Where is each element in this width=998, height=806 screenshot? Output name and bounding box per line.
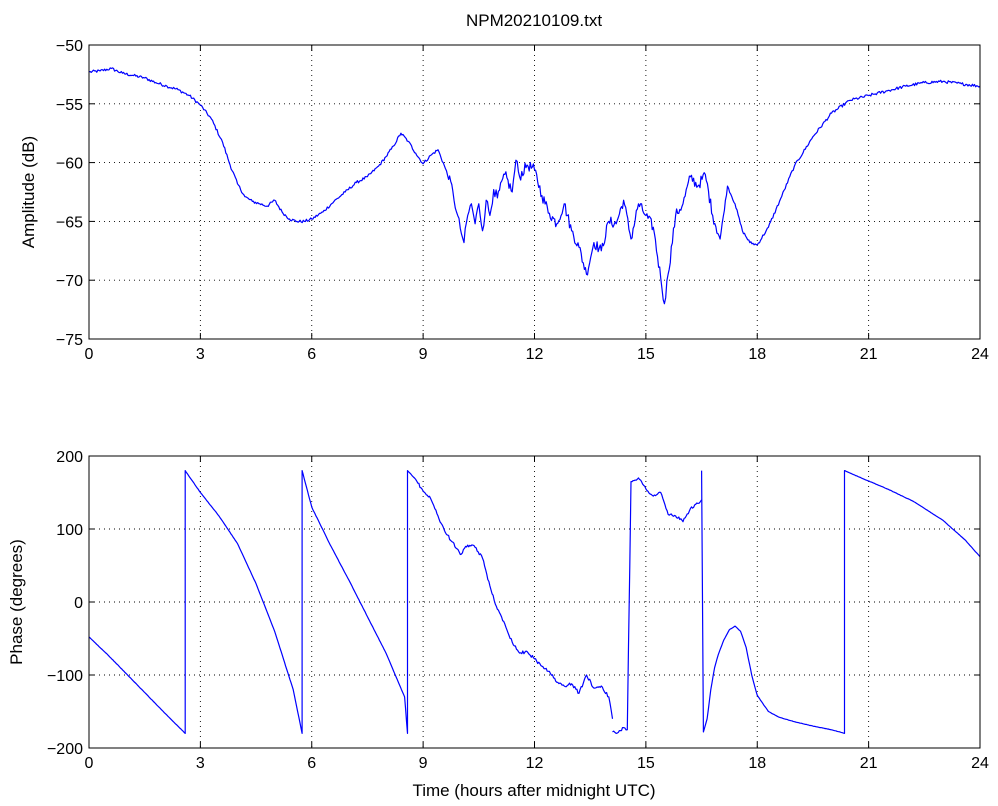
phase-y-tick-label: −200 [47,741,83,758]
phase-panel: 0 3 6 9 12 15 18 21 24 200 100 0 −100 −200 Phase (deg… [7,449,989,800]
chart-title: NPM20210109.txt [466,11,602,30]
amplitude-y-axis-label: Amplitude (dB) [19,136,38,248]
amplitude-ticks: 0 3 6 9 12 15 18 21 24 −50 −55 −60 −65 −70 −75 [56,38,989,363]
amplitude-grid [89,45,980,339]
x-axis-label: Time (hours after midnight UTC) [412,781,655,800]
phase-series-line-2 [701,470,981,734]
phase-y-tick-label: 0 [74,595,83,612]
amplitude-x-tick-label: 6 [307,346,316,363]
amplitude-x-tick-label: 18 [748,346,766,363]
phase-x-tick-label: 12 [526,755,544,772]
phase-grid [89,456,980,748]
amplitude-y-tick-label: −55 [56,97,83,114]
phase-series-line-1 [612,477,703,734]
phase-series-line-0 [88,470,614,734]
phase-ticks: 0 3 6 9 12 15 18 21 24 200 100 0 −100 −200 [47,449,989,772]
phase-x-tick-label: 15 [637,755,655,772]
amplitude-x-tick-label: 12 [526,346,544,363]
amplitude-x-tick-label: 0 [85,346,94,363]
phase-x-tick-label: 24 [971,755,989,772]
phase-y-tick-label: −100 [47,668,83,685]
amplitude-series-line-0 [88,67,981,305]
amplitude-x-tick-label: 3 [196,346,205,363]
phase-x-tick-label: 0 [85,755,94,772]
phase-y-axis-label: Phase (degrees) [7,539,26,665]
amplitude-y-tick-label: −50 [56,38,83,55]
amplitude-x-tick-label: 21 [860,346,878,363]
phase-x-tick-label: 18 [748,755,766,772]
phase-x-tick-label: 9 [419,755,428,772]
amplitude-y-tick-label: −60 [56,156,83,173]
amplitude-y-tick-label: −70 [56,273,83,290]
amplitude-y-tick-label: −65 [56,214,83,231]
phase-trace [88,470,981,734]
phase-y-tick-label: 100 [56,522,83,539]
amplitude-x-tick-label: 9 [419,346,428,363]
phase-y-tick-label: 200 [56,449,83,466]
amplitude-panel: NPM20210109.txt 0 3 6 9 12 15 18 21 24 −50 −55 −60 −… [19,11,989,363]
amplitude-x-tick-label: 15 [637,346,655,363]
amplitude-x-tick-label: 24 [971,346,989,363]
phase-x-tick-label: 6 [307,755,316,772]
phase-x-tick-label: 3 [196,755,205,772]
phase-x-tick-label: 21 [860,755,878,772]
amplitude-trace [88,67,981,305]
amplitude-y-tick-label: −75 [56,332,83,349]
